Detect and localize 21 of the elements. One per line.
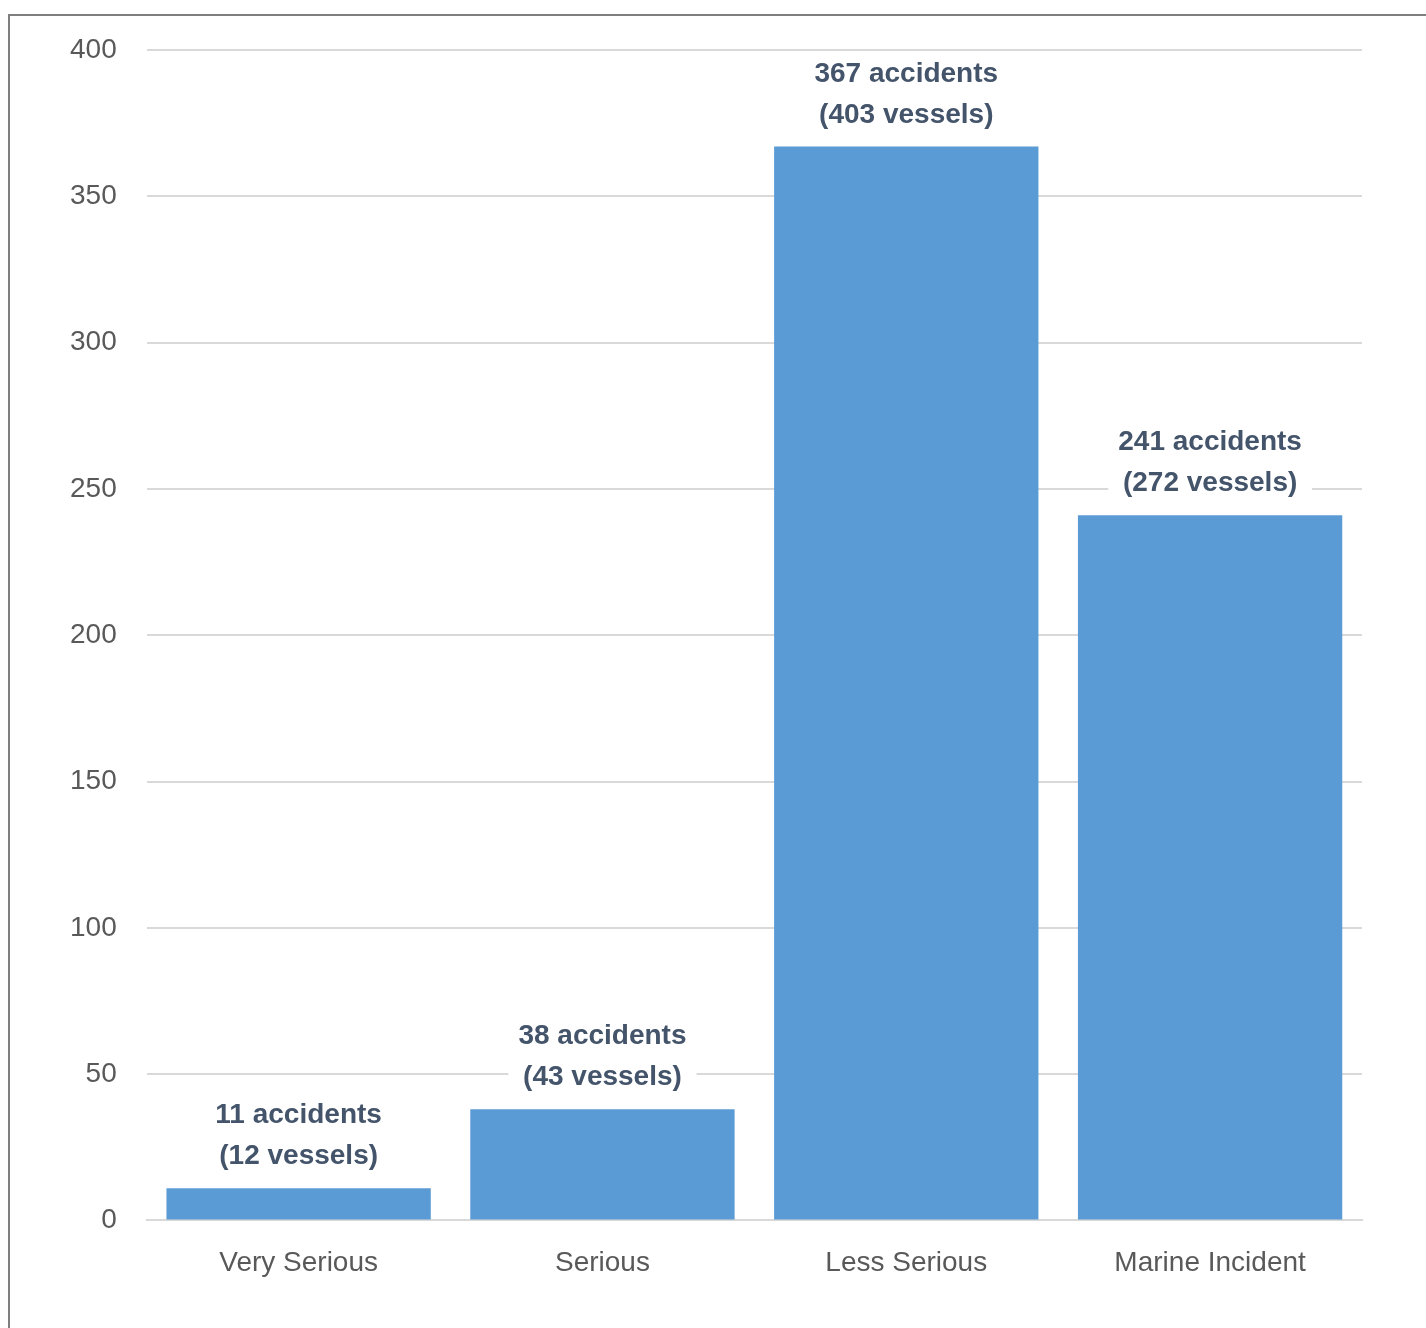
y-tick-label: 350 [70,179,117,211]
x-tick-label: Serious [554,1245,650,1277]
y-tick-label: 400 [70,32,117,64]
x-tick-label: Marine Incident [1114,1245,1307,1277]
data-label: 241 accidents (272 vessels) [1118,425,1302,498]
y-tick-label: 300 [70,325,117,357]
data-label: 367 accidents (403 vessels) [814,56,999,129]
bar [774,146,1039,1220]
data-label: 38 accidents (43 vessels) [518,1019,687,1092]
y-tick-label: 150 [70,764,117,796]
x-tick-label: Very Serious [219,1245,378,1277]
y-tick-label: 100 [70,910,117,942]
y-tick-label: 200 [70,617,117,649]
bar [1077,515,1343,1220]
data-label: 11 accidents (12 vessels) [215,1098,382,1171]
bar [470,1109,735,1220]
y-tick-label: 0 [101,1203,117,1235]
bar [166,1188,431,1220]
y-tick-label: 50 [85,1056,117,1088]
x-tick-label: Less Serious [825,1245,988,1277]
y-tick-label: 250 [70,471,117,503]
